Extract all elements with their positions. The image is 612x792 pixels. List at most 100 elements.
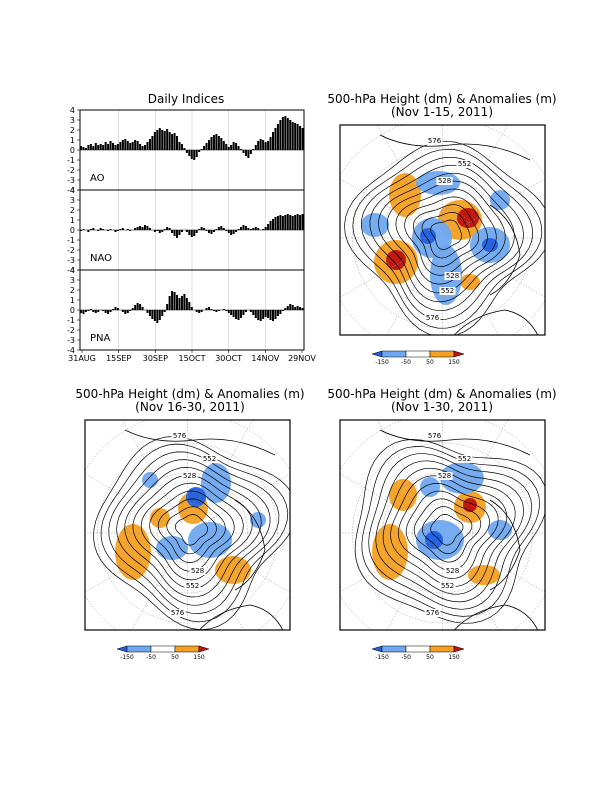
- contour-label: 576: [428, 432, 442, 440]
- map-frame: [339, 419, 546, 631]
- bar-pna: [166, 304, 169, 310]
- anomaly-shade: [425, 531, 443, 549]
- bar-ao: [180, 144, 183, 150]
- bar-ao: [84, 148, 87, 150]
- meridian-line: [193, 543, 244, 630]
- bar-ao: [249, 150, 252, 154]
- meridian-line: [452, 473, 545, 528]
- colorbar-segment: [174, 645, 200, 653]
- bar-nao: [166, 227, 169, 230]
- bar-ao: [104, 142, 107, 150]
- coastline: [234, 499, 266, 591]
- bar-pna: [80, 310, 83, 313]
- bar-ao: [237, 146, 240, 150]
- bar-nao: [252, 228, 255, 230]
- height-contour: [100, 443, 289, 623]
- bar-pna: [178, 298, 181, 310]
- bar-nao: [247, 228, 250, 230]
- height-contour: [404, 196, 488, 276]
- height-contour: [361, 446, 540, 617]
- bar-ao: [269, 137, 272, 150]
- colorbar-label: -50: [401, 654, 411, 661]
- bar-nao: [276, 216, 279, 230]
- map-title: 500-hPa Height (dm) & Anomalies (m): [327, 387, 556, 401]
- bar-ao: [267, 141, 270, 150]
- bar-pna: [240, 310, 243, 318]
- bar-pna: [274, 310, 277, 319]
- bar-nao: [153, 230, 156, 232]
- bar-ao: [240, 149, 243, 150]
- bar-pna: [146, 310, 149, 313]
- coastline: [379, 429, 531, 456]
- y-tick-label: -4: [67, 346, 75, 355]
- bar-pna: [136, 303, 139, 310]
- bar-pna: [87, 310, 90, 311]
- map-panel-2: 500-hPa Height (dm) & Anomalies (m)(Nov …: [75, 387, 304, 661]
- height-contour: [378, 172, 515, 303]
- bar-ao: [121, 140, 124, 150]
- bar-nao: [107, 230, 110, 231]
- bar-nao: [87, 230, 90, 232]
- bar-ao: [185, 150, 188, 153]
- bar-nao: [180, 230, 183, 232]
- bar-nao: [272, 219, 275, 230]
- bar-pna: [139, 304, 142, 310]
- anomaly-shade: [115, 524, 151, 580]
- coastline: [379, 134, 531, 161]
- colorbar-segment: [429, 350, 455, 358]
- bar-pna: [163, 310, 166, 312]
- meridian-line: [193, 420, 254, 523]
- bar-ao: [148, 139, 151, 150]
- colorbar: -150 -50 50 150: [371, 645, 465, 661]
- bar-ao: [264, 142, 267, 150]
- bar-pna: [107, 310, 110, 314]
- bar-pna: [230, 310, 233, 315]
- bar-nao: [267, 224, 270, 230]
- bar-ao: [136, 141, 139, 150]
- bar-ao: [114, 145, 117, 150]
- bar-ao: [195, 150, 198, 157]
- bar-nao: [119, 229, 122, 230]
- bar-ao: [279, 120, 282, 150]
- contour-label-bg: [426, 137, 443, 145]
- bar-nao: [176, 230, 179, 238]
- bar-ao: [87, 145, 90, 150]
- contour-label-bg: [426, 432, 443, 440]
- bar-nao: [240, 227, 243, 230]
- height-contour: [382, 467, 516, 595]
- height-contour: [386, 180, 506, 294]
- bar-pna: [198, 310, 201, 313]
- height-contour: [354, 439, 545, 624]
- colorbar-segment: [381, 350, 407, 358]
- bar-ao: [227, 147, 230, 150]
- contour-label-bg: [456, 455, 473, 463]
- bar-ao: [210, 137, 213, 150]
- meridian-line: [386, 543, 437, 630]
- y-tick-label: -2: [67, 246, 75, 255]
- anomaly-shade: [386, 250, 406, 270]
- y-tick-label: -2: [67, 326, 75, 335]
- bar-pna: [158, 310, 161, 320]
- contour-label-bg: [169, 609, 186, 617]
- height-contour: [140, 482, 244, 581]
- height-contour: [375, 460, 524, 603]
- bar-pna: [281, 310, 284, 311]
- bar-nao: [146, 226, 149, 230]
- bar-ao: [286, 118, 289, 150]
- bar-pna: [259, 310, 262, 321]
- indices-bars: [80, 116, 304, 323]
- bar-nao: [198, 229, 201, 230]
- bar-ao: [156, 130, 159, 150]
- bar-ao: [217, 136, 220, 150]
- contour-label: 576: [171, 609, 185, 617]
- meridian-line: [452, 538, 545, 593]
- height-contour: [344, 140, 545, 335]
- pna-label: PNA: [90, 333, 111, 344]
- coastline: [124, 429, 276, 456]
- bar-pna: [114, 307, 117, 310]
- bar-nao: [116, 230, 119, 231]
- contour-label-bg: [424, 609, 441, 617]
- bar-ao: [299, 126, 302, 150]
- bar-nao: [205, 230, 208, 231]
- contour-label: 528: [446, 272, 459, 280]
